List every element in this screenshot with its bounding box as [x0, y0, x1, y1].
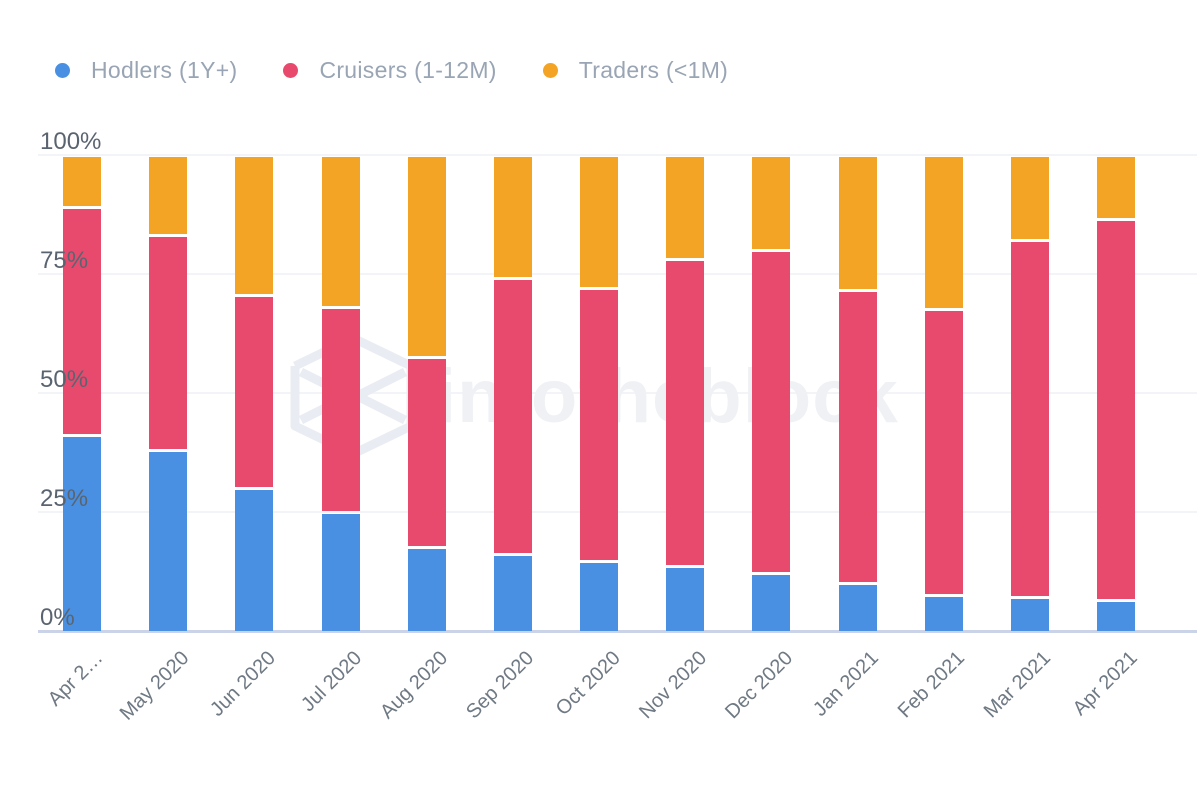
- x-axis-tick-aug-2020: Aug 2020: [376, 647, 453, 724]
- bar-segment-hodlers[interactable]: [322, 513, 360, 631]
- bar-segment-traders[interactable]: [752, 157, 790, 249]
- bar-segment-traders[interactable]: [666, 157, 704, 259]
- bar-apr-2021[interactable]: [1097, 155, 1135, 631]
- bar-segment-cruisers[interactable]: [1011, 242, 1049, 597]
- bar-segment-cruisers[interactable]: [63, 208, 101, 435]
- bar-feb-2021[interactable]: [925, 155, 963, 631]
- bar-segment-cruisers[interactable]: [322, 308, 360, 511]
- x-axis-tick-jul-2020: Jul 2020: [297, 647, 367, 717]
- x-axis-tick-jun-2020: Jun 2020: [206, 647, 280, 721]
- bar-segment-cruisers[interactable]: [408, 358, 446, 547]
- bar-segment-traders[interactable]: [1011, 157, 1049, 240]
- x-axis-tick-may-2020: May 2020: [116, 647, 194, 725]
- x-axis-tick-sep-2020: Sep 2020: [462, 647, 539, 724]
- bar-segment-cruisers[interactable]: [752, 251, 790, 573]
- bar-mar-2021[interactable]: [1011, 155, 1049, 631]
- bar-segment-cruisers[interactable]: [235, 296, 273, 487]
- bar-segment-hodlers[interactable]: [149, 451, 187, 631]
- x-axis-tick-feb-2021: Feb 2021: [893, 647, 970, 723]
- bar-segment-hodlers[interactable]: [666, 568, 704, 631]
- bar-nov-2020[interactable]: [666, 155, 704, 631]
- legend-label: Hodlers (1Y+): [91, 57, 238, 83]
- bar-segment-traders[interactable]: [1097, 157, 1135, 218]
- legend-item-hodlers[interactable]: Hodlers (1Y+): [55, 57, 237, 84]
- legend-dot-icon: [542, 63, 558, 78]
- bar-segment-traders[interactable]: [235, 157, 273, 294]
- bar-oct-2020[interactable]: [580, 155, 618, 631]
- x-axis-line: [38, 630, 1197, 633]
- bar-jul-2020[interactable]: [322, 155, 360, 631]
- bar-segment-hodlers[interactable]: [1011, 599, 1049, 631]
- bar-aug-2020[interactable]: [408, 155, 446, 631]
- x-axis-tick-oct-2020: Oct 2020: [551, 647, 625, 720]
- x-axis-tick-apr-2-: Apr 2…: [44, 647, 108, 711]
- bar-segment-hodlers[interactable]: [1097, 601, 1135, 631]
- legend-label: Traders (<1M): [578, 57, 729, 83]
- bar-segment-cruisers[interactable]: [839, 292, 877, 582]
- bar-segment-traders[interactable]: [63, 157, 101, 206]
- bar-segment-hodlers[interactable]: [408, 549, 446, 631]
- bar-segment-hodlers[interactable]: [839, 584, 877, 631]
- y-axis-tick-50: 50%: [40, 366, 89, 393]
- x-axis-tick-jan-2021: Jan 2021: [809, 647, 884, 721]
- x-axis-tick-dec-2020: Dec 2020: [720, 647, 797, 724]
- bar-segment-traders[interactable]: [580, 157, 618, 287]
- legend-dot-icon: [283, 63, 299, 78]
- x-axis-tick-mar-2021: Mar 2021: [980, 647, 1056, 723]
- y-axis-tick-25: 25%: [40, 485, 89, 512]
- bar-segment-cruisers[interactable]: [580, 289, 618, 561]
- bar-apr-2-[interactable]: [63, 155, 101, 631]
- bar-segment-hodlers[interactable]: [235, 489, 273, 631]
- bar-segment-traders[interactable]: [494, 157, 532, 278]
- legend-item-traders[interactable]: Traders (<1M): [542, 57, 729, 84]
- bar-segment-traders[interactable]: [408, 157, 446, 356]
- bar-segment-hodlers[interactable]: [580, 563, 618, 631]
- bar-segment-cruisers[interactable]: [666, 261, 704, 566]
- bar-segment-traders[interactable]: [149, 157, 187, 235]
- bar-segment-traders[interactable]: [925, 157, 963, 309]
- bar-jun-2020[interactable]: [235, 155, 273, 631]
- bar-segment-hodlers[interactable]: [63, 437, 101, 631]
- y-axis-tick-100: 100%: [40, 128, 102, 155]
- gridline-100: [38, 154, 1197, 156]
- bar-segment-hodlers[interactable]: [925, 596, 963, 631]
- bar-segment-cruisers[interactable]: [1097, 220, 1135, 599]
- bar-may-2020[interactable]: [149, 155, 187, 631]
- bar-sep-2020[interactable]: [494, 155, 532, 631]
- legend-dot-icon: [55, 63, 70, 78]
- bar-segment-cruisers[interactable]: [149, 237, 187, 449]
- bar-dec-2020[interactable]: [752, 155, 790, 631]
- bar-segment-hodlers[interactable]: [752, 575, 790, 631]
- bar-segment-hodlers[interactable]: [494, 556, 532, 631]
- chart-legend: Hodlers (1Y+) Cruisers (1-12M) Traders (<1…: [55, 57, 728, 84]
- legend-label: Cruisers (1-12M): [319, 57, 497, 83]
- bar-jan-2021[interactable]: [839, 155, 877, 631]
- bar-segment-cruisers[interactable]: [925, 311, 963, 594]
- x-axis-tick-nov-2020: Nov 2020: [634, 647, 711, 724]
- x-axis-tick-apr-2021: Apr 2021: [1068, 647, 1142, 720]
- bar-segment-traders[interactable]: [839, 157, 877, 290]
- y-axis-tick-75: 75%: [40, 247, 89, 274]
- bar-segment-cruisers[interactable]: [494, 280, 532, 554]
- y-axis-tick-0: 0%: [40, 604, 75, 631]
- legend-item-cruisers[interactable]: Cruisers (1-12M): [283, 57, 496, 84]
- bar-segment-traders[interactable]: [322, 157, 360, 306]
